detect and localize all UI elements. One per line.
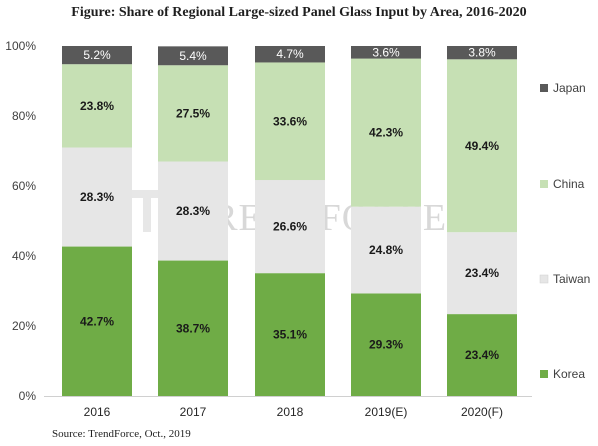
source-note: Source: TrendForce, Oct., 2019 [52, 428, 191, 440]
legend-label-china: China [553, 177, 585, 191]
bars [62, 46, 517, 396]
data-label: 5.4% [179, 49, 207, 63]
data-label: 35.1% [273, 328, 307, 342]
legend-swatch-taiwan [539, 274, 549, 284]
bar-segment-japan [447, 46, 517, 60]
legend-swatch-korea [540, 370, 548, 378]
x-tick-label: 2018 [277, 405, 304, 419]
bar-segment-china [351, 58, 421, 207]
data-labels: 42.7% 28.3% 23.8% 5.2% 38.7% 28.3% 27.5% 5.4% 35… [80, 45, 499, 362]
data-label: 23.4% [465, 266, 499, 280]
data-label: 26.6% [273, 220, 307, 234]
y-tick-label: 20% [12, 319, 36, 333]
bar-segment-japan [255, 46, 325, 63]
bar-segment-china [255, 62, 325, 181]
bar-segment-china [62, 64, 132, 148]
bar-segment-taiwan [158, 161, 228, 261]
x-tick-label: 2017 [180, 405, 207, 419]
bar-segment-japan [158, 46, 228, 66]
bar-segment-korea [62, 246, 132, 396]
bar-segment-taiwan [351, 206, 421, 294]
x-tick-label: 2016 [84, 405, 111, 419]
data-label: 33.6% [273, 114, 307, 128]
data-label: 29.3% [369, 338, 403, 352]
bar-segment-japan [351, 46, 421, 59]
chart-title: Figure: Share of Regional Large-sized Pa… [71, 5, 527, 20]
data-label: 42.3% [369, 126, 403, 140]
bar-segment-japan [62, 46, 132, 65]
y-tick-label: 100% [5, 39, 36, 53]
x-tick-label: 2019(E) [365, 405, 408, 419]
y-tick-label: 60% [12, 179, 36, 193]
data-label: 27.5% [176, 106, 210, 120]
bar-segment-china [158, 65, 228, 162]
data-label: 38.7% [176, 321, 210, 335]
x-axis: 2016 2017 2018 2019(E) 2020(F) [84, 405, 503, 419]
data-label: 4.7% [276, 47, 304, 61]
data-label: 5.2% [83, 48, 111, 62]
data-label: 3.6% [372, 45, 400, 59]
data-label: 23.4% [465, 348, 499, 362]
data-label: 28.3% [176, 204, 210, 218]
legend-label-japan: Japan [553, 81, 586, 95]
bar-segment-taiwan [255, 180, 325, 274]
bar-segment-korea [158, 260, 228, 396]
data-label: 24.8% [369, 243, 403, 257]
legend-swatch-china [540, 180, 548, 188]
bar-segment-taiwan [447, 232, 517, 315]
data-label: 49.4% [465, 139, 499, 153]
bar-segment-taiwan [62, 147, 132, 247]
bar-segment-korea [255, 273, 325, 396]
y-axis: 0% 20% 40% 60% 80% 100% [5, 39, 532, 403]
data-label: 28.3% [80, 190, 114, 204]
y-tick-label: 0% [19, 389, 37, 403]
legend-swatch-japan [540, 84, 548, 92]
x-tick-label: 2020(F) [461, 405, 503, 419]
data-label: 23.8% [80, 99, 114, 113]
y-tick-label: 80% [12, 109, 36, 123]
legend-label-taiwan: Taiwan [553, 272, 590, 286]
bar-segment-korea [351, 293, 421, 396]
bar-segment-china [447, 59, 517, 233]
legend-label-korea: Korea [553, 367, 585, 381]
data-label: 3.8% [468, 46, 496, 60]
data-label: 42.7% [80, 314, 114, 328]
y-tick-label: 40% [12, 249, 36, 263]
bar-segment-korea [447, 314, 517, 396]
legend: Japan China Taiwan Korea [539, 81, 590, 381]
